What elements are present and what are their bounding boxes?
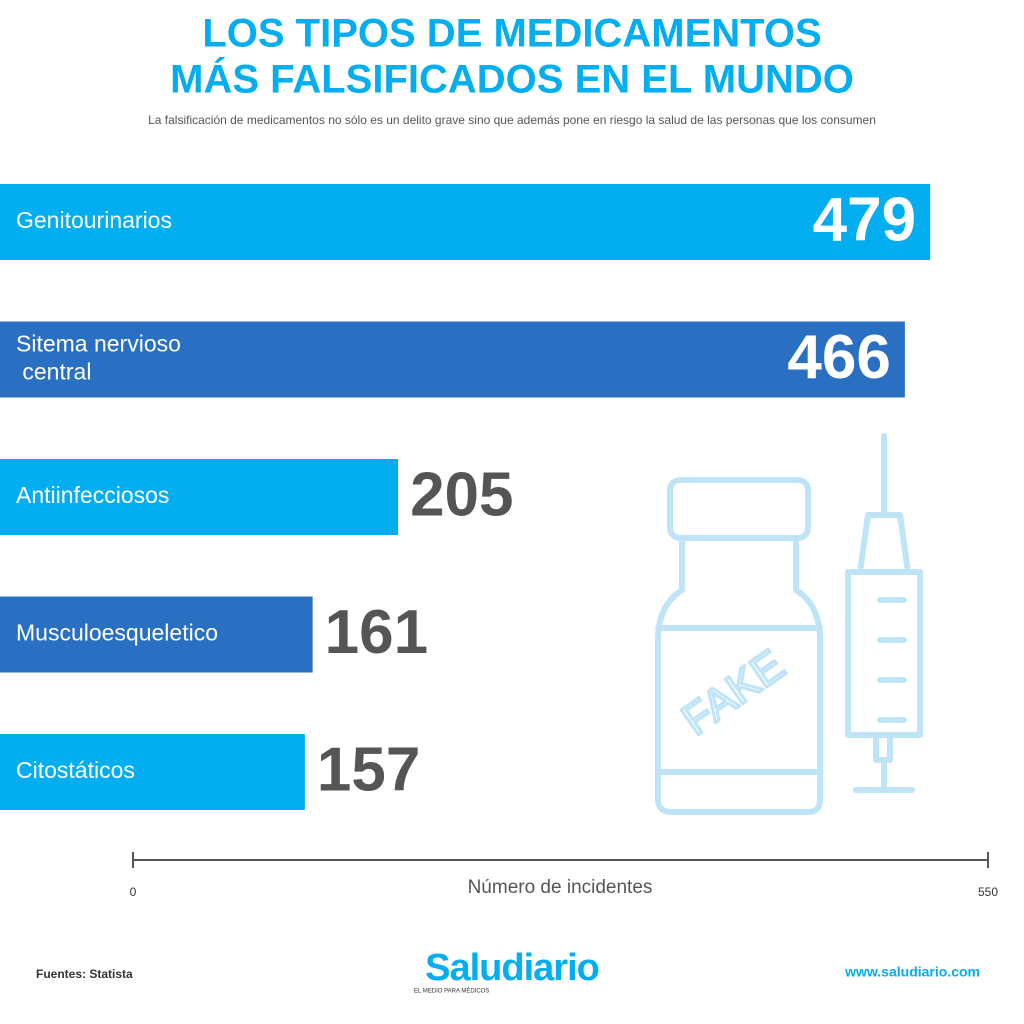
bar [0,596,313,673]
chart-subtitle: La falsificación de medicamentos no sólo… [148,113,876,127]
chart-title: LOS TIPOS DE MEDICAMENTOS [202,12,821,56]
x-axis-label: Número de incidentes [468,877,653,898]
bar [0,734,305,810]
value-label: 466 [787,323,890,392]
url: www.saludiario.com [844,964,980,980]
category-label: Antiinfecciosos [16,482,169,508]
value-label: 157 [317,735,420,804]
category-label: Sitema nervioso central [16,331,181,385]
category-label: Genitourinarios [16,207,172,233]
logo: Saludiario [425,947,599,989]
category-label: Musculoesqueletico [16,620,218,646]
source: Fuentes: Statista [36,967,133,981]
logo-tagline: EL MEDIO PARA MÉDICOS [414,988,489,995]
value-label: 479 [813,185,916,254]
x-tick-label: 0 [130,885,137,899]
value-label: 161 [325,598,428,667]
bar [0,459,399,535]
chart-title: MÁS FALSIFICADOS EN EL MUNDO [170,57,854,102]
category-label: Citostáticos [16,757,135,783]
value-label: 205 [410,460,513,529]
bar [0,321,905,398]
bar [0,184,931,260]
x-tick-label: 550 [978,885,998,899]
